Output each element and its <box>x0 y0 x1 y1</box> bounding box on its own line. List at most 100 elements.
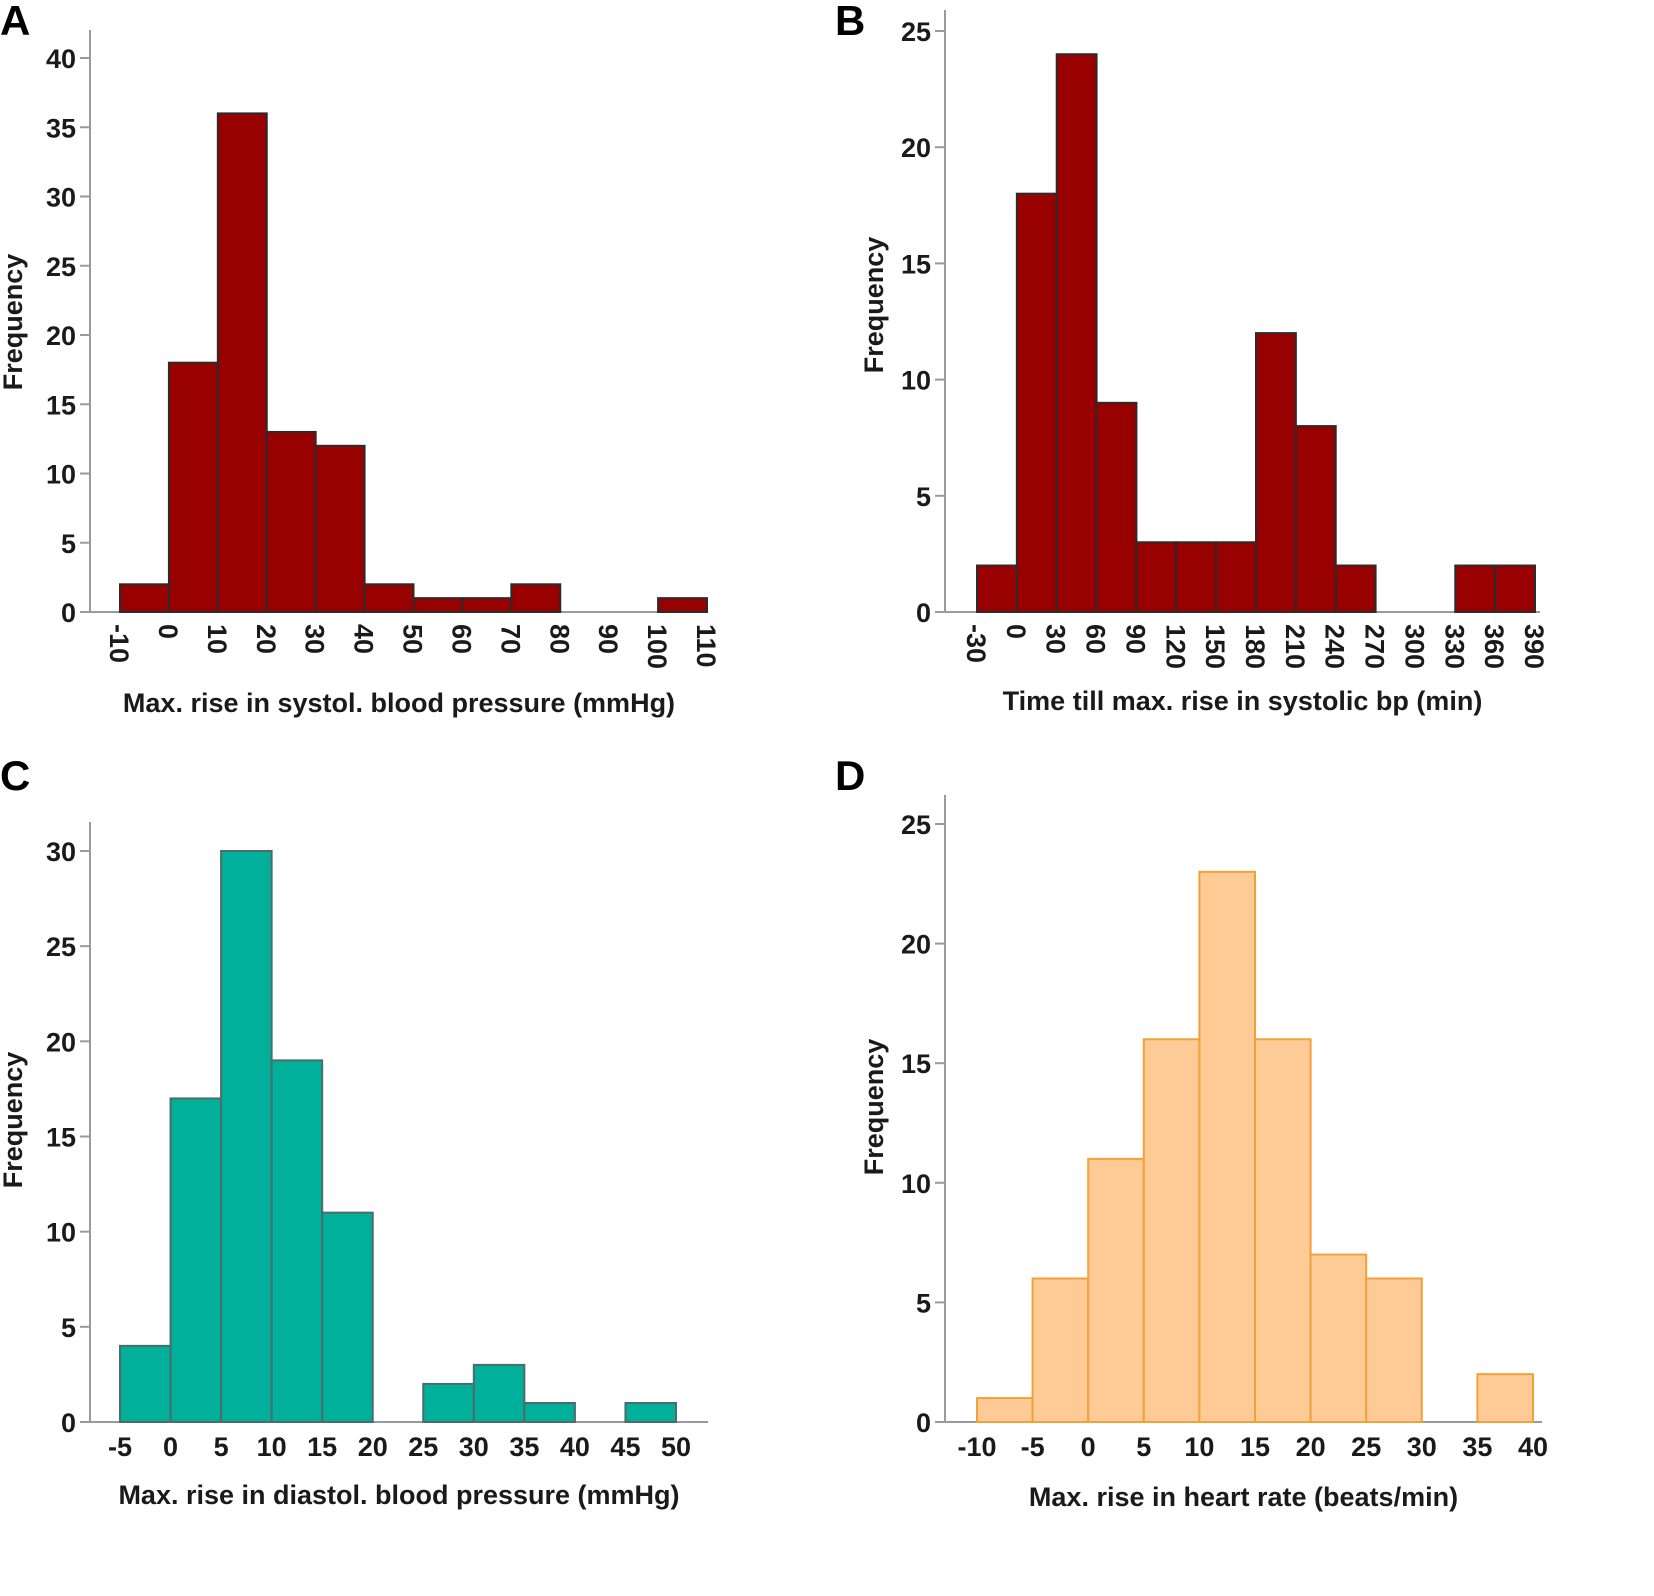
histogram-bar <box>216 112 268 614</box>
histogram-bar <box>1175 541 1218 614</box>
x-tick-label: 180 <box>1240 624 1270 669</box>
x-tick-label: 20 <box>358 1432 388 1462</box>
x-tick-label: 100 <box>642 624 672 669</box>
x-tick-label: 60 <box>1081 624 1111 654</box>
x-tick-label: 240 <box>1320 624 1350 669</box>
y-tick-label: 20 <box>46 321 76 351</box>
histogram-bar <box>265 430 317 614</box>
histogram-bar <box>472 1363 526 1424</box>
y-tick-label: 10 <box>901 1169 931 1199</box>
y-tick-label: 15 <box>46 1123 76 1153</box>
histogram-bar <box>169 1097 223 1424</box>
y-tick-label: 20 <box>901 133 931 163</box>
x-tick-label: -5 <box>1021 1432 1045 1462</box>
y-tick-label: 30 <box>46 183 76 213</box>
x-axis-title: Max. rise in systol. blood pressure (mmH… <box>123 688 675 718</box>
x-tick-label: 15 <box>307 1432 337 1462</box>
x-tick-label: 20 <box>251 624 281 654</box>
x-tick-label: 25 <box>1351 1432 1381 1462</box>
y-tick-label: 25 <box>46 932 76 962</box>
x-tick-label: 40 <box>1518 1432 1548 1462</box>
panel-c: C 0 5 10 15 20 25 30 -5 0 5 10 15 20 25 30 35 40 45 50 Max. … <box>0 752 708 1510</box>
x-tick-label: 300 <box>1399 624 1429 669</box>
histogram-bar <box>314 444 366 613</box>
x-tick-label: 30 <box>300 624 330 654</box>
y-tick-label: 15 <box>46 390 76 420</box>
y-axis-title: Frequency <box>859 237 889 374</box>
histogram-bar <box>1135 541 1178 614</box>
y-axis-title: Frequency <box>0 1052 28 1189</box>
y-tick-label: 25 <box>46 252 76 282</box>
histogram-bar <box>1334 564 1377 614</box>
x-tick-label: 110 <box>691 624 721 668</box>
x-tick-label: 15 <box>1240 1432 1270 1462</box>
x-tick-label: 390 <box>1519 624 1549 669</box>
y-tick-label: 5 <box>61 1313 76 1343</box>
histogram-bar <box>1055 53 1098 614</box>
y-tick-label: 35 <box>46 113 76 143</box>
y-tick-label: 0 <box>61 1408 76 1438</box>
x-tick-label: 30 <box>1407 1432 1437 1462</box>
x-tick-label: 270 <box>1360 624 1390 669</box>
x-tick-label: 20 <box>1296 1432 1326 1462</box>
x-tick-label: -10 <box>957 1432 996 1462</box>
y-tick-label: 15 <box>901 249 931 279</box>
y-tick-label: 10 <box>901 366 931 396</box>
x-tick-label: 40 <box>560 1432 590 1462</box>
y-tick-label: 20 <box>901 930 931 960</box>
y-tick-label: 25 <box>901 17 931 47</box>
y-tick-label: 10 <box>46 460 76 490</box>
histogram-bar <box>1365 1277 1423 1423</box>
histogram-bar <box>119 1344 172 1424</box>
y-axis-title: Frequency <box>0 254 28 391</box>
y-tick-label: 5 <box>61 529 76 559</box>
y-tick-label: 5 <box>916 482 931 512</box>
x-tick-label: 120 <box>1160 624 1190 669</box>
histogram-bar <box>976 1397 1034 1423</box>
histogram-bar <box>1215 541 1257 614</box>
histogram-bar <box>624 1401 677 1424</box>
panel-a: A 0 5 10 15 20 25 30 35 40 -10 0 10 20 30 40 50 60 70 80 90 1… <box>0 0 721 718</box>
x-axis-title: Max. rise in heart rate (beats/min) <box>1029 1482 1458 1512</box>
x-tick-label: 90 <box>593 624 623 654</box>
y-tick-label: 0 <box>61 598 76 628</box>
histogram-bar <box>270 1059 324 1424</box>
panel-letter-d: D <box>835 752 865 799</box>
histogram-bar <box>976 564 1018 614</box>
x-tick-label: -10 <box>104 624 134 663</box>
x-tick-label: 10 <box>257 1432 287 1462</box>
y-tick-label: 15 <box>901 1049 931 1079</box>
x-tick-label: 70 <box>495 624 525 654</box>
histogram-bar <box>1095 401 1138 613</box>
x-tick-label: 330 <box>1439 624 1469 669</box>
histogram-bar <box>1294 425 1337 613</box>
x-tick-label: 30 <box>459 1432 489 1462</box>
y-tick-label: 0 <box>916 598 931 628</box>
panel-letter-b: B <box>835 0 865 44</box>
y-tick-label: 25 <box>901 810 931 840</box>
x-axis-title: Time till max. rise in systolic bp (min) <box>1003 686 1483 716</box>
histogram-bar <box>220 850 273 1423</box>
x-tick-label: -5 <box>108 1432 132 1462</box>
histogram-bar <box>363 583 415 613</box>
histogram-bar <box>657 597 708 614</box>
y-tick-label: 10 <box>46 1218 76 1248</box>
x-tick-label: 60 <box>446 624 476 654</box>
x-tick-label: 0 <box>1081 1432 1096 1462</box>
panel-letter-a: A <box>0 0 30 44</box>
y-tick-label: 30 <box>46 837 76 867</box>
x-tick-label: 25 <box>408 1432 438 1462</box>
x-tick-label: 40 <box>349 624 379 654</box>
y-tick-label: 40 <box>46 44 76 74</box>
x-tick-label: 35 <box>1462 1432 1492 1462</box>
x-tick-label: 30 <box>1041 624 1071 654</box>
panel-letter-c: C <box>0 752 30 799</box>
x-tick-label: 5 <box>214 1432 229 1462</box>
panel-b: B 0 5 10 15 20 25 -30 0 30 60 90 120 150 180 210 240 270 3… <box>835 0 1549 716</box>
x-tick-label: 0 <box>163 1432 178 1462</box>
x-tick-label: 0 <box>1001 624 1031 639</box>
histogram-bar <box>321 1211 374 1423</box>
histogram-bar <box>1255 332 1297 613</box>
histogram-bar <box>167 361 219 614</box>
